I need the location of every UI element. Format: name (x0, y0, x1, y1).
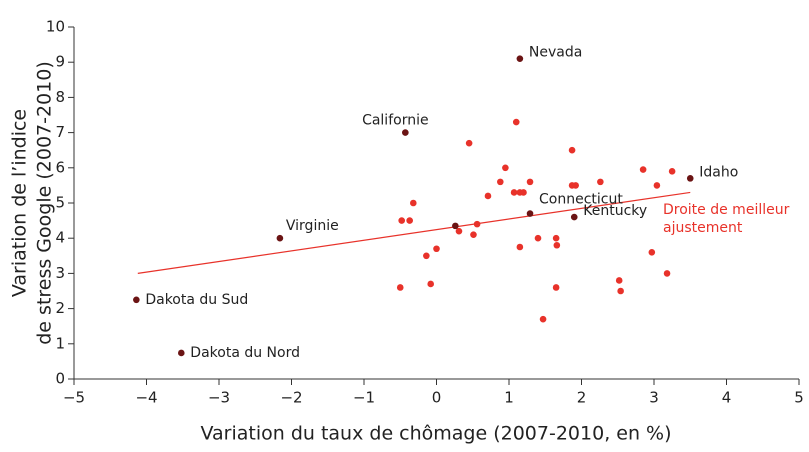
point (539, 315, 547, 323)
point (502, 164, 509, 172)
x-axis-title: Variation du taux de chômage (2007-2010,… (200, 423, 671, 445)
point (452, 222, 459, 230)
point (276, 234, 284, 242)
point (410, 199, 417, 207)
point-label: Connecticut (539, 192, 623, 208)
point (668, 168, 676, 175)
point (570, 213, 578, 221)
x-tick-label: 3 (649, 389, 659, 407)
y-tick-label: 3 (55, 264, 65, 282)
point (639, 166, 647, 173)
point (423, 252, 430, 260)
point (615, 277, 623, 284)
point (617, 287, 624, 295)
y-tick-label: 9 (55, 53, 65, 71)
point-label: Virginie (286, 218, 339, 234)
y-tick-label: 4 (55, 229, 65, 247)
point (526, 178, 534, 186)
point (686, 175, 694, 182)
point (427, 280, 435, 288)
y-tick-label: 1 (55, 334, 65, 352)
x-tick-label: −2 (280, 389, 302, 407)
point (473, 220, 481, 228)
point (553, 241, 561, 249)
y-tick-label: 2 (55, 299, 65, 317)
point (534, 234, 542, 242)
point (516, 243, 524, 251)
point (653, 182, 661, 189)
point (597, 178, 604, 186)
x-tick-label: −5 (63, 389, 85, 407)
point (178, 349, 185, 357)
point (465, 139, 473, 147)
point (406, 217, 413, 224)
x-tick-label: −4 (135, 389, 157, 407)
point (455, 227, 463, 235)
point (510, 189, 518, 196)
point (572, 182, 579, 189)
point (497, 178, 504, 186)
x-tick-label: 0 (432, 389, 442, 407)
x-tick-label: 5 (794, 389, 804, 407)
point (648, 248, 656, 256)
y-tick-label: 8 (55, 88, 65, 106)
y-tick-label: 7 (55, 123, 65, 141)
point (520, 189, 527, 196)
x-tick-label: 1 (504, 389, 514, 407)
y-axis-title: de stress Google (2007-2010) (34, 61, 56, 345)
y-tick-label: 10 (46, 18, 65, 36)
point-label: Kentucky (583, 203, 647, 219)
point (133, 296, 140, 304)
y-tick-label: 6 (55, 158, 65, 176)
point (433, 245, 440, 253)
point-label: Idaho (699, 164, 738, 180)
fit-line-label: ajustement (663, 220, 743, 236)
x-tick-label: −3 (208, 389, 230, 407)
y-tick-label: 5 (55, 194, 65, 212)
fit-line-label: Droite de meilleur (663, 202, 790, 218)
point-label: Nevada (529, 45, 582, 61)
y-tick-label: 0 (55, 370, 65, 388)
x-tick-label: 2 (577, 389, 587, 407)
y-axis-title: Variation de l’indice (9, 109, 31, 297)
point (484, 192, 492, 200)
point (402, 129, 409, 136)
point (552, 284, 560, 291)
point (552, 234, 560, 242)
x-tick-label: 4 (722, 389, 732, 407)
point (398, 217, 406, 224)
point (396, 284, 404, 291)
point-label: Dakota du Sud (145, 292, 248, 308)
x-tick-label: −1 (353, 389, 375, 407)
point (663, 270, 671, 277)
point (516, 55, 524, 62)
point (568, 146, 576, 154)
point-label: Californie (362, 113, 429, 129)
point-label: Dakota du Nord (190, 345, 300, 361)
point (470, 231, 477, 238)
fit-line (137, 191, 691, 274)
point (512, 118, 520, 126)
point (526, 210, 534, 217)
